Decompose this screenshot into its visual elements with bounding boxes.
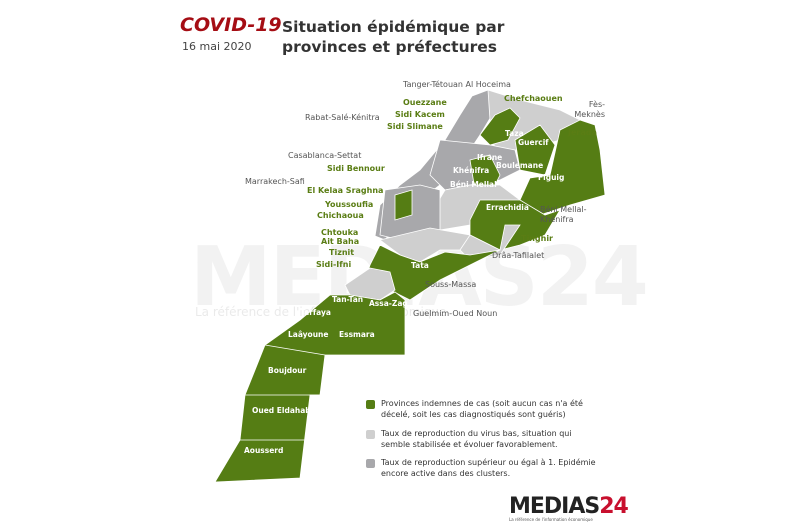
region-label: Béni Mellal-Khénifra — [540, 205, 587, 224]
province-label: Tiznit — [329, 248, 355, 257]
province-label: Sidi Kacem — [395, 110, 445, 119]
legend-text: Taux de reproduction supérieur ou égal à… — [381, 458, 596, 467]
logo-tagline: La référence de l'information économique — [509, 517, 593, 522]
province-label: Boulemane — [496, 161, 544, 170]
province-label: Assa-Zag — [369, 299, 408, 308]
province-label: Béni Mellal — [450, 180, 497, 189]
legend-swatch — [366, 459, 375, 468]
medias24-logo: MEDIAS24 — [509, 494, 629, 519]
province-label: Guercif — [518, 138, 549, 147]
region-figuig-green — [519, 119, 606, 216]
legend-text: décelé, soit les cas diagnostiqués sont … — [381, 410, 566, 419]
logo-number: 24 — [599, 494, 629, 519]
province-label: Sidi Slimane — [387, 122, 443, 131]
region-label: Tanger-Tétouan Al Hoceima — [403, 80, 511, 89]
province-label: Sidi Bennour — [327, 164, 385, 173]
province-label: Chichaoua — [317, 211, 364, 220]
province-label: Ifrane — [477, 153, 503, 162]
region-label: Rabat-Salé-Kénitra — [305, 113, 380, 122]
province-label: Errachidia — [486, 203, 529, 212]
province-label: Boujdour — [268, 366, 307, 375]
province-label: Youssoufia — [325, 200, 374, 209]
province-label: Taza — [505, 129, 524, 138]
region-label: Souss-Massa — [425, 280, 477, 289]
province-label: Chtouka — [321, 228, 359, 237]
legend-swatch — [366, 400, 375, 409]
legend-swatch — [366, 430, 375, 439]
province-label: Figuig — [538, 173, 565, 182]
province-label: Tan-Tan — [332, 295, 364, 304]
title-line: Situation épidémique par — [282, 18, 505, 36]
brand-title: COVID-19 — [180, 14, 282, 36]
province-label: Khénifra — [453, 166, 490, 175]
province-label: Essmara — [339, 330, 375, 339]
title-line: provinces et préfectures — [282, 38, 498, 56]
province-label: Aousserd — [244, 446, 284, 455]
region-label: Drâa-Tafilalet — [492, 251, 545, 260]
province-label: Chefchaouen — [504, 94, 563, 103]
region-label: Fès-Meknès — [574, 100, 605, 119]
province-label: Ait Baha — [321, 237, 360, 246]
province-label: Jerada — [568, 128, 597, 137]
province-label: El Kelaa Sraghna — [307, 186, 384, 195]
province-label: Sidi-Ifni — [316, 260, 352, 269]
page-title: Situation épidémique par provinces et pr… — [282, 17, 504, 57]
province-label: Tarfaya — [300, 308, 331, 317]
legend-text: semble stabilisée et évoluer favorableme… — [381, 440, 558, 449]
province-label: Tata — [411, 261, 429, 270]
legend-text: Taux de reproduction du virus bas, situa… — [381, 429, 572, 438]
logo-text: MEDIAS — [509, 494, 600, 519]
province-label: Tinghir — [521, 234, 554, 243]
region-kelaa-green — [394, 189, 413, 221]
legend-text: encore active dans des clusters. — [381, 469, 511, 478]
province-label: Laâyoune — [288, 330, 329, 339]
region-draa-light — [459, 224, 521, 261]
legend-text: Provinces indemnes de cas (soit aucun ca… — [381, 399, 583, 408]
region-label: Guelmim-Oued Noun — [413, 309, 498, 318]
date: 16 mai 2020 — [182, 40, 252, 53]
province-label: Oued Eldahab — [252, 406, 311, 415]
region-rif-green — [479, 107, 521, 146]
province-label: Ouezzane — [403, 98, 447, 107]
region-label: Marrakech-Safi — [245, 177, 305, 186]
region-taza-green — [514, 124, 556, 176]
region-label: Casablanca-Settat — [288, 151, 362, 160]
